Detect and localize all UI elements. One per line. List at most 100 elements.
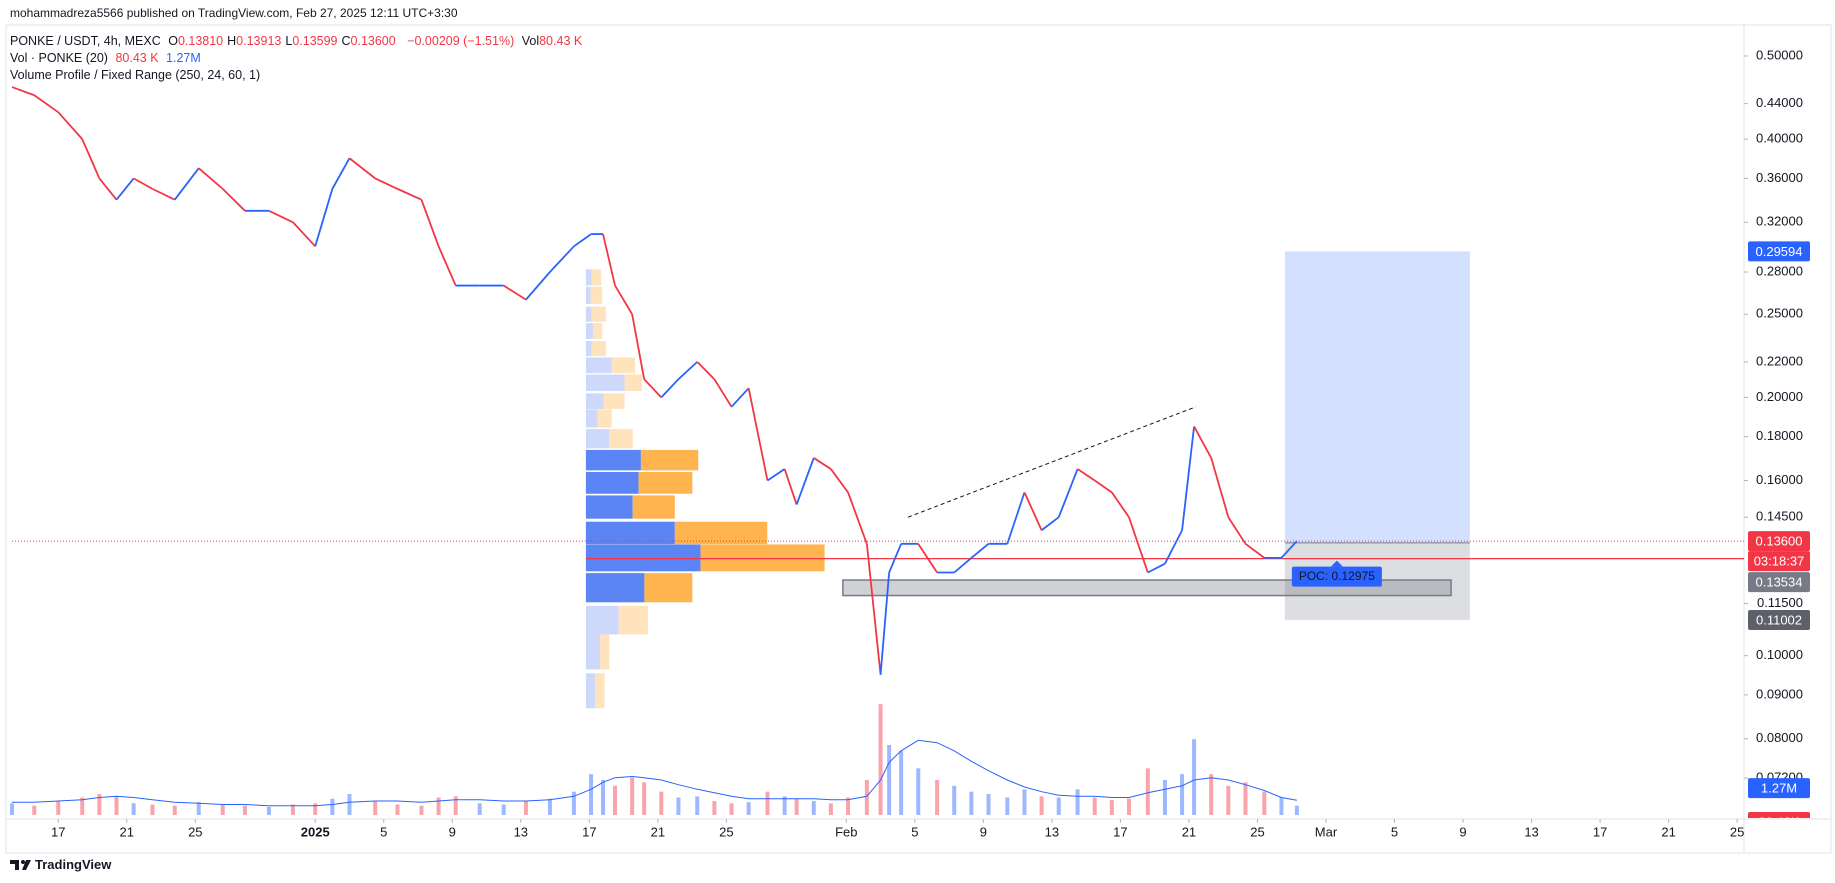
volume-bar bbox=[501, 804, 506, 815]
price-segment bbox=[696, 361, 716, 380]
y-tick-label: 0.14500 bbox=[1756, 509, 1803, 524]
current-price-label: 0.13600 bbox=[1756, 534, 1803, 549]
profile-up bbox=[585, 605, 619, 635]
vol-value: 80.43 K bbox=[115, 51, 159, 65]
volume-bar bbox=[729, 803, 734, 815]
price-segment bbox=[1023, 491, 1043, 531]
volume-bar bbox=[935, 780, 940, 815]
volume-bar bbox=[746, 802, 751, 815]
x-tick-label: 25 bbox=[719, 824, 733, 839]
stop-label-box bbox=[1748, 610, 1810, 631]
volume-bar bbox=[1209, 774, 1214, 815]
price-segment bbox=[57, 111, 83, 140]
footer-text: TradingView bbox=[35, 857, 112, 872]
volume-labels: 80.43K 1.27M bbox=[1748, 778, 1810, 818]
volume-bar bbox=[1092, 797, 1097, 815]
y-tick-label: 0.11500 bbox=[1757, 595, 1803, 610]
profile-up bbox=[585, 409, 598, 428]
symbol-legend: PONKE / USDT, 4h, MEXC O0.13810 H0.13913 L… bbox=[10, 34, 586, 48]
volume-bar bbox=[695, 796, 700, 815]
profile-down bbox=[640, 449, 699, 471]
volume-bar bbox=[601, 780, 606, 815]
poc-label: POC: 0.12975 bbox=[1299, 569, 1375, 583]
volume-bar bbox=[80, 797, 85, 815]
price-segment bbox=[795, 457, 815, 505]
y-tick-label: 0.22000 bbox=[1756, 353, 1803, 368]
y-tick-label: 0.25000 bbox=[1756, 306, 1803, 321]
price-segment bbox=[525, 271, 551, 301]
ohlc-label: H bbox=[227, 34, 237, 48]
volume-bar bbox=[419, 805, 424, 815]
entry-label: 0.13534 bbox=[1756, 575, 1803, 590]
price-segment bbox=[1210, 457, 1230, 518]
x-tick-label: 25 bbox=[188, 824, 202, 839]
x-tick-label: 5 bbox=[911, 824, 918, 839]
vol-legend: Vol · PONKE (20) 80.43 K 1.27M bbox=[10, 51, 205, 65]
x-tick-label: 2025 bbox=[301, 824, 330, 839]
price-segment bbox=[970, 543, 990, 559]
price-segment bbox=[602, 233, 616, 286]
profile-up bbox=[585, 673, 596, 709]
price-segment bbox=[865, 543, 882, 675]
profile-up bbox=[585, 269, 592, 286]
stop-label: 0.11002 bbox=[1756, 612, 1802, 627]
price-segment bbox=[292, 221, 316, 247]
x-tick-label: 13 bbox=[1524, 824, 1538, 839]
profile-up bbox=[585, 393, 604, 409]
y-tick-label: 0.16000 bbox=[1756, 472, 1803, 487]
x-tick-label: 21 bbox=[1182, 824, 1196, 839]
price-segment bbox=[331, 157, 351, 190]
profile-down bbox=[618, 605, 648, 635]
countdown-label-box bbox=[1748, 551, 1810, 572]
volume-ma bbox=[12, 739, 1297, 807]
x-tick-label: 17 bbox=[1113, 824, 1127, 839]
symbol: PONKE / USDT, 4h, MEXC bbox=[10, 34, 161, 48]
ohlc-label: L bbox=[285, 34, 293, 48]
volume-bar bbox=[266, 806, 271, 815]
volume-bar bbox=[196, 802, 201, 815]
x-tick-label: 25 bbox=[1730, 824, 1744, 839]
volume-bar bbox=[1056, 797, 1061, 815]
profile-down bbox=[632, 495, 675, 519]
price-segment bbox=[348, 157, 376, 180]
volume-bar bbox=[878, 704, 883, 815]
x-tick-label: 21 bbox=[651, 824, 665, 839]
volume-bar bbox=[453, 796, 458, 815]
price-segment bbox=[549, 245, 575, 273]
profile-down bbox=[609, 429, 633, 449]
profile-down bbox=[591, 341, 606, 357]
price-segment bbox=[1244, 543, 1265, 559]
profile-up bbox=[585, 323, 593, 339]
volume-bar bbox=[313, 803, 318, 815]
current-price-label-box bbox=[1748, 531, 1810, 552]
profile-up bbox=[585, 573, 645, 603]
price-segment bbox=[830, 468, 849, 493]
volume-bar bbox=[373, 801, 378, 815]
volume-bar bbox=[477, 803, 482, 815]
profile-down bbox=[592, 323, 603, 339]
volume-bar bbox=[846, 797, 851, 815]
x-tick-label: Feb bbox=[835, 824, 857, 839]
ohlc: O0.13810 H0.13913 L0.13599 C0.13600 bbox=[168, 34, 400, 48]
price-segment bbox=[1193, 426, 1212, 459]
y-tick-label: 0.20000 bbox=[1756, 389, 1803, 404]
price-segment bbox=[631, 314, 646, 380]
chart-frame bbox=[5, 24, 1832, 854]
price-segment bbox=[1094, 479, 1113, 494]
change: −0.00209 (−1.51%) bbox=[407, 34, 515, 48]
y-tick-label: 0.32000 bbox=[1756, 214, 1803, 229]
x-tick-label: 17 bbox=[1593, 824, 1607, 839]
volume-bar bbox=[395, 804, 400, 815]
y-tick-label: 0.18000 bbox=[1756, 428, 1803, 443]
profile-up bbox=[585, 495, 633, 519]
volume-bar bbox=[56, 801, 61, 815]
price-segment bbox=[730, 387, 750, 408]
x-tick-label: 17 bbox=[51, 824, 65, 839]
profile-down bbox=[638, 471, 693, 494]
profile-up bbox=[585, 357, 612, 374]
volume-bar bbox=[899, 750, 904, 815]
y-tick-label: 0.44000 bbox=[1756, 95, 1803, 110]
ohlc-value: 0.13600 bbox=[350, 34, 396, 48]
volume-bar bbox=[547, 798, 552, 815]
volume-bar bbox=[131, 803, 136, 815]
